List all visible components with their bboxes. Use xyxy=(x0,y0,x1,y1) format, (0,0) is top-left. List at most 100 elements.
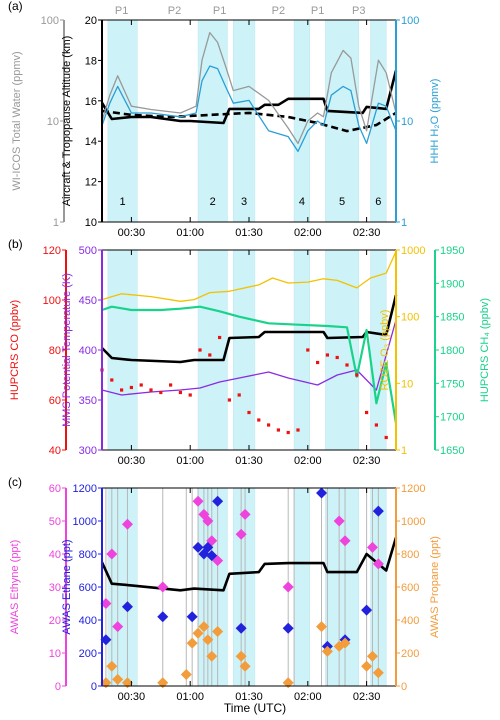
co-point-23 xyxy=(325,353,329,357)
axis-ch4-tick-label-5: 1900 xyxy=(440,278,464,290)
awas-point-navy-14 xyxy=(361,604,373,616)
x-tick-label-3: 02:00 xyxy=(294,227,322,239)
awas-point-navy-7 xyxy=(206,550,218,562)
x-tick-label-0: 00:30 xyxy=(118,455,146,467)
awas-point-magenta-10 xyxy=(235,528,247,540)
axis-ch4-tick-label-6: 1950 xyxy=(440,245,464,257)
co-point-25 xyxy=(345,363,349,367)
panel-a: 00:30 01:00 01:30 02:00 02:30110100101214161… xyxy=(11,5,441,239)
co-point-7 xyxy=(169,383,173,387)
x-tick-label-3: 02:00 xyxy=(294,691,322,703)
awas-point-orange-13 xyxy=(239,660,251,672)
awas-point-orange-2 xyxy=(112,673,124,685)
awas-point-orange-18 xyxy=(339,637,351,649)
axis-altitude-tick-label-5: 20 xyxy=(85,15,97,27)
series-line-c-0 xyxy=(100,537,398,592)
awas-point-magenta-1 xyxy=(106,548,118,560)
y-label-ethane: AWAS Ethane (ppt) xyxy=(61,539,73,634)
axis-theta-tick-label-3: 450 xyxy=(79,295,97,307)
awas-point-orange-11 xyxy=(212,626,224,638)
phase-label-3: P2 xyxy=(272,5,285,17)
interval-label-0: 1 xyxy=(120,196,126,208)
co-point-19 xyxy=(286,430,290,435)
awas-point-magenta-2 xyxy=(112,621,124,633)
awas-point-magenta-11 xyxy=(239,508,251,520)
awas-point-orange-21 xyxy=(372,667,384,679)
axis-theta-tick-label-2: 400 xyxy=(79,345,97,357)
axis-propane-tick-label-1: 200 xyxy=(401,648,419,660)
awas-point-orange-10 xyxy=(206,650,218,662)
panel-label-b: (b) xyxy=(8,237,23,251)
co-point-15 xyxy=(247,410,251,415)
awas-point-navy-4 xyxy=(192,541,204,553)
panel-label-c: (c) xyxy=(8,475,22,489)
awas-point-orange-7 xyxy=(192,627,204,639)
axis-theta-tick-label-0: 300 xyxy=(79,445,97,457)
y-label-hhh-water: HHH H₂O (ppmv) xyxy=(429,79,441,164)
axis-ethane-tick-label-4: 800 xyxy=(79,549,97,561)
awas-point-magenta-0 xyxy=(100,598,112,609)
axis-altitude-tick-label-3: 16 xyxy=(85,96,97,108)
co-point-3 xyxy=(129,385,133,390)
axis-propane-tick-label-3: 600 xyxy=(401,582,419,594)
y-label-theta: MMS Potential Temperature (K) xyxy=(61,273,73,427)
shaded-interval-0 xyxy=(107,249,138,451)
series-line-a-1 xyxy=(101,109,397,133)
awas-point-navy-0 xyxy=(100,634,112,646)
series-line-b-1 xyxy=(101,319,397,396)
series-line-a-3 xyxy=(101,65,397,153)
panel-label-a: (a) xyxy=(8,0,23,13)
axis-ch4-tick-label-0: 1650 xyxy=(440,445,464,457)
axis-hhh-water-tick-label-0: 1 xyxy=(401,217,407,229)
co-point-18 xyxy=(276,428,280,432)
y-label-ethyne: AWAS Ethyne (ppt) xyxy=(9,540,21,635)
x-tick-label-4: 02:30 xyxy=(353,455,381,467)
axis-ch4-tick-label-3: 1800 xyxy=(440,345,464,357)
co-point-5 xyxy=(149,388,153,392)
awas-point-orange-19 xyxy=(361,660,373,672)
x-tick-label-1: 01:00 xyxy=(176,691,204,703)
interval-label-2: 3 xyxy=(241,196,247,208)
awas-point-navy-8 xyxy=(212,495,224,507)
axis-co-tick-label-4: 120 xyxy=(43,245,61,257)
awas-point-navy-3 xyxy=(186,611,198,623)
co-point-13 xyxy=(227,398,231,402)
x-tick-label-0: 00:30 xyxy=(118,691,146,703)
awas-point-magenta-13 xyxy=(333,515,345,527)
awas-point-orange-4 xyxy=(157,677,169,689)
axis-co-tick-label-2: 80 xyxy=(49,345,61,357)
awas-point-magenta-5 xyxy=(192,495,204,507)
y-label-propane: AWAS Propane (ppt) xyxy=(429,536,441,638)
awas-point-magenta-16 xyxy=(372,558,384,570)
axis-theta-tick-label-4: 500 xyxy=(79,245,97,257)
awas-point-orange-6 xyxy=(186,637,198,649)
interval-label-5: 6 xyxy=(375,196,381,208)
interval-label-1: 2 xyxy=(210,196,216,208)
co-point-14 xyxy=(237,393,241,397)
shaded-interval-1 xyxy=(197,249,228,451)
co-point-16 xyxy=(257,418,261,422)
awas-point-orange-5 xyxy=(180,668,192,680)
axis-altitude-tick-label-1: 12 xyxy=(85,177,97,189)
shaded-interval-3 xyxy=(293,487,311,687)
phase-label-5: P3 xyxy=(352,5,365,17)
axis-co-tick-label-0: 40 xyxy=(49,445,61,457)
axis-ethane-tick-label-2: 400 xyxy=(79,615,97,627)
panel-c: 00:30 01:00 01:30 02:00 02:30010203040506002… xyxy=(9,483,441,703)
axis-co-tick-label-1: 60 xyxy=(49,395,61,407)
co-point-12 xyxy=(218,335,222,340)
co-point-9 xyxy=(188,393,192,397)
awas-point-navy-6 xyxy=(202,541,214,553)
x-tick-label-1: 01:00 xyxy=(176,227,204,239)
co-point-26 xyxy=(355,373,359,377)
axis-altitude-tick-label-4: 18 xyxy=(85,55,97,67)
awas-point-magenta-12 xyxy=(282,581,294,593)
y-label-ch4: HUPCRS CH₄ (ppbv) xyxy=(479,298,491,402)
axis-total-water-tick-label-2: 100 xyxy=(41,15,59,27)
x-tick-label-2: 01:30 xyxy=(235,455,263,467)
co-point-2 xyxy=(120,388,124,392)
co-point-20 xyxy=(296,428,300,432)
x-tick-label-4: 02:30 xyxy=(353,691,381,703)
axis-altitude-tick-label-0: 10 xyxy=(85,217,97,229)
shaded-interval-4 xyxy=(325,487,360,687)
